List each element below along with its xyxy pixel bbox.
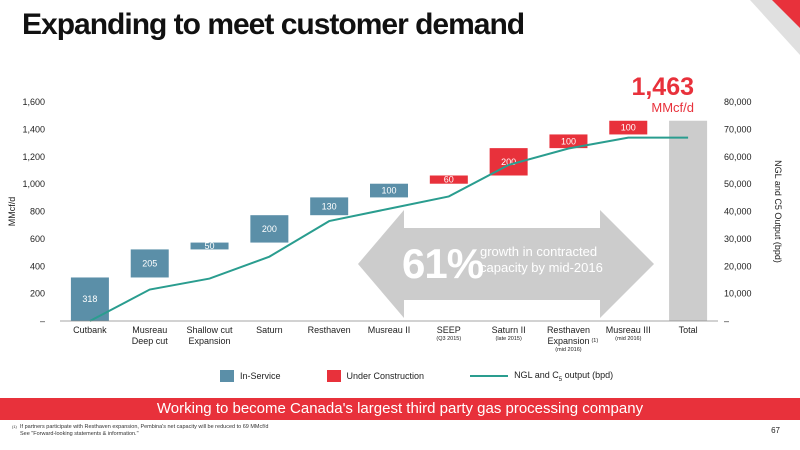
y2-tick-label-8: 80,000 xyxy=(724,97,752,107)
growth-description: growth in contracted capacity by mid-201… xyxy=(480,244,603,275)
legend-label-ngl-output: NGL and C5 output (bpd) xyxy=(514,369,614,383)
y-tick-label-4: 800 xyxy=(30,207,45,217)
category-label-7-0: Saturn II xyxy=(492,325,526,335)
legend-swatch-in-service xyxy=(220,370,234,382)
bar-2 xyxy=(190,242,229,250)
y-tick-label-3: 600 xyxy=(30,234,45,244)
y-tick-label-1: 200 xyxy=(30,289,45,299)
bar-1 xyxy=(130,249,169,278)
bar-8 xyxy=(549,134,588,149)
category-label-8-0: Resthaven xyxy=(547,325,590,335)
y-tick-label-5: 1,000 xyxy=(22,179,45,189)
footnote-marker: (1) xyxy=(12,424,17,429)
category-label-6-0: SEEP xyxy=(437,325,461,335)
y-tick-label-0: – xyxy=(40,316,45,326)
y-tick-label-7: 1,400 xyxy=(22,124,45,134)
category-label-10-0: Total xyxy=(679,325,698,335)
category-label-1-0: Musreau xyxy=(132,325,167,335)
category-label-5-0: Musreau II xyxy=(368,325,411,335)
bar-label-7: 200 xyxy=(501,157,516,167)
bar-label-5: 100 xyxy=(381,186,396,196)
y2-tick-label-5: 50,000 xyxy=(724,179,752,189)
y-tick-label-2: 400 xyxy=(30,261,45,271)
ngl-output-line xyxy=(89,136,689,322)
bar-label-1: 205 xyxy=(142,258,157,268)
legend-label-under-construction: Under Construction xyxy=(346,371,425,381)
total-capacity-unit: MMcf/d xyxy=(651,100,694,115)
y2-tick-label-6: 60,000 xyxy=(724,152,752,162)
growth-percent: 61% xyxy=(402,240,484,287)
footnote: (1) If partners participate with Resthav… xyxy=(12,424,269,438)
chart-legend: In-Service Under Construction NGL and C5… xyxy=(220,369,659,383)
category-note-8: (mid 2016) xyxy=(555,347,581,353)
footnote-line-1: If partners participate with Resthaven e… xyxy=(20,424,269,430)
waterfall-chart: 318 205 50 200 130 100 60 200 100 100 – – 200 10,000… xyxy=(7,97,783,353)
category-footnote-marker-8: (1) xyxy=(591,338,598,344)
bar-label-4: 130 xyxy=(322,201,337,211)
category-label-4-0: Resthaven xyxy=(308,325,351,335)
page-title: Expanding to meet customer demand xyxy=(22,8,525,41)
bar-label-3: 200 xyxy=(262,224,277,234)
bar-label-2: 50 xyxy=(205,241,215,251)
legend-swatch-under-construction xyxy=(326,370,341,382)
bar-10 xyxy=(669,120,708,321)
y2-tick-label-2: 20,000 xyxy=(724,261,752,271)
total-capacity-callout: 1,463 MMcf/d xyxy=(631,74,694,115)
category-label-0-0: Cutbank xyxy=(73,325,107,335)
y-axis-title: MMcf/d xyxy=(7,197,17,227)
category-note-9: (mid 2016) xyxy=(615,336,641,342)
legend-item-under-construction: Under Construction xyxy=(326,370,425,382)
category-label-2-1: Expansion xyxy=(189,336,231,346)
y-tick-label-8: 1,600 xyxy=(22,97,45,107)
category-label-1-1: Deep cut xyxy=(132,336,169,346)
bar-4 xyxy=(310,197,349,216)
category-note-7: (late 2015) xyxy=(495,336,521,342)
category-label-9-0: Musreau III xyxy=(606,325,651,335)
y2-axis-title: NGL and C5 Output (bpd) xyxy=(773,160,783,263)
bar-label-6: 60 xyxy=(444,175,454,185)
legend-label-in-service: In-Service xyxy=(240,371,281,381)
footnote-line-2: See "Forward-looking statements & inform… xyxy=(20,431,139,437)
category-label-2-0: Shallow cut xyxy=(187,325,234,335)
tagline-banner: Working to become Canada's largest third… xyxy=(0,398,800,420)
bar-label-0: 318 xyxy=(82,294,97,304)
bar-3 xyxy=(250,215,289,243)
page-number: 67 xyxy=(771,426,780,435)
bar-9 xyxy=(609,120,648,135)
y2-tick-label-3: 30,000 xyxy=(724,234,752,244)
y2-tick-label-7: 70,000 xyxy=(724,124,752,134)
y-tick-label-6: 1,200 xyxy=(22,152,45,162)
bar-label-9: 100 xyxy=(621,123,636,133)
category-label-8-1: Expansion xyxy=(547,336,589,346)
y2-tick-label-1: 10,000 xyxy=(724,289,752,299)
y2-tick-label-4: 40,000 xyxy=(724,207,752,217)
legend-line-ngl-output xyxy=(470,374,509,377)
category-note-6: (Q3 2015) xyxy=(436,336,461,342)
category-label-3-0: Saturn xyxy=(256,325,283,335)
total-capacity-value: 1,463 xyxy=(631,73,694,101)
legend-item-ngl-output: NGL and C5 output (bpd) xyxy=(470,369,614,383)
corner-decoration xyxy=(750,0,800,55)
bar-6 xyxy=(429,175,468,184)
y2-tick-label-0: – xyxy=(724,316,729,326)
growth-arrow xyxy=(358,210,654,318)
bar-label-8: 100 xyxy=(561,136,576,146)
bar-5 xyxy=(370,183,408,198)
legend-item-in-service: In-Service xyxy=(220,370,281,382)
